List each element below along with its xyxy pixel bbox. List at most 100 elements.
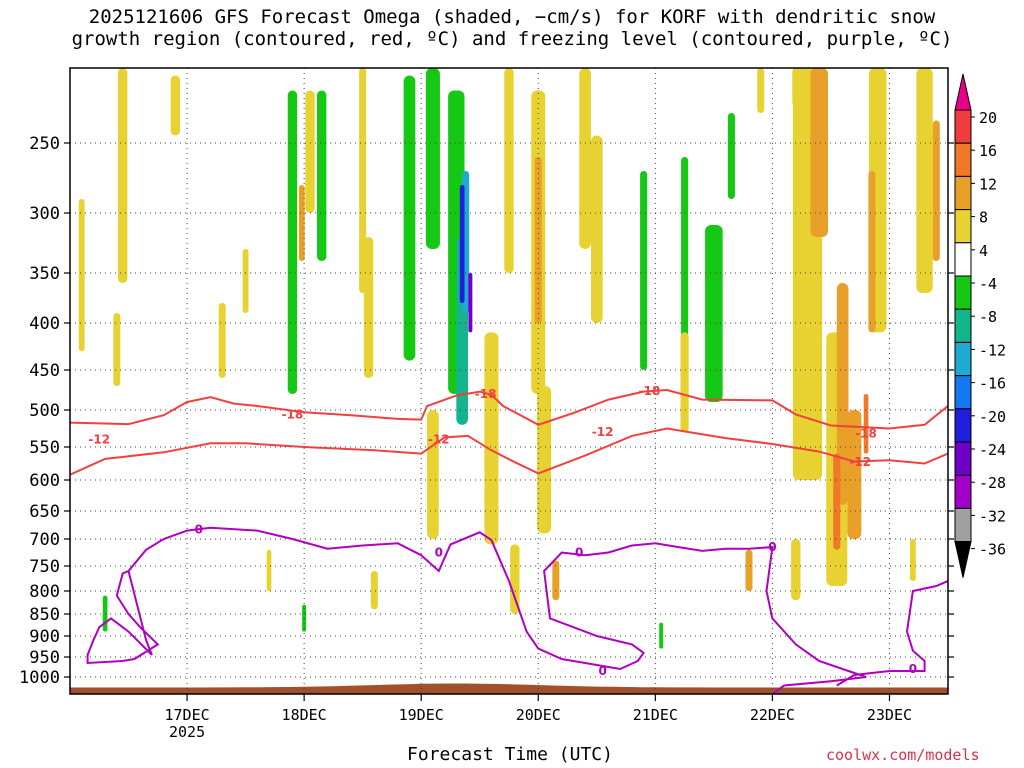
y-tick-label-11: 800	[29, 582, 60, 602]
contour-label-1-3: -12	[849, 455, 871, 469]
x-tick-label-1: 18DEC	[282, 706, 327, 724]
y-tick-label-0: 250	[29, 134, 60, 154]
contour-line-3	[836, 579, 948, 687]
contour-label-2-3: 0	[575, 546, 583, 560]
contour-label-0-3: -18	[855, 427, 877, 441]
colorbar-top-arrow	[954, 73, 972, 111]
omega-shade-12	[403, 75, 416, 361]
y-tick-label-6: 550	[29, 438, 60, 458]
x-tick-label-0: 17DEC	[164, 706, 209, 724]
colorbar-label-8: -16	[979, 375, 1006, 393]
omega-shade-24	[537, 386, 552, 534]
y-tick-label-14: 950	[29, 648, 60, 668]
colorbar-band-6	[954, 275, 972, 310]
credit-link[interactable]: coolwx.com/models	[826, 746, 980, 764]
omega-shade-8	[287, 90, 298, 394]
colorbar-band-7	[954, 308, 972, 343]
omega-shade-49	[510, 544, 520, 614]
contour-label-2-1: 0	[435, 546, 443, 560]
contour-label-2-2: 0	[598, 664, 606, 678]
colorbar-label-0: 20	[979, 109, 997, 127]
y-tick-label-10: 750	[29, 557, 60, 577]
colorbar-band-1	[954, 109, 972, 144]
y-tick-label-7: 600	[29, 471, 60, 491]
colorbar-label-10: -24	[979, 441, 1006, 459]
colorbar-label-6: -8	[979, 308, 997, 326]
omega-shade-31	[727, 113, 735, 199]
colorbar-band-3	[954, 175, 972, 211]
omega-shade-26	[590, 135, 603, 323]
omega-shade-0	[78, 199, 85, 352]
omega-shade-3	[170, 75, 181, 136]
contour-label-1-1: -12	[428, 433, 450, 447]
x-tick-label-2: 19DEC	[399, 706, 444, 724]
contour-line-2	[86, 526, 867, 694]
omega-shade-6	[305, 90, 315, 213]
terrain-band	[70, 683, 948, 694]
omega-shade-7	[298, 185, 305, 261]
omega-shade-37	[836, 283, 849, 505]
contour-label-0-2: -18	[639, 384, 661, 398]
omega-shade-17	[459, 185, 465, 303]
y-tick-label-12: 850	[29, 605, 60, 625]
contour-label-2-4: 0	[768, 540, 776, 554]
colorbar-label-5: -4	[979, 275, 997, 293]
contour-label-2-0: 0	[195, 522, 203, 536]
omega-shade-38	[847, 410, 862, 539]
omega-shade-44	[932, 120, 940, 261]
omega-shade-18	[468, 273, 473, 333]
x-tick-label-3: 20DEC	[516, 706, 561, 724]
colorbar-band-10	[954, 408, 972, 443]
omega-shade-23	[534, 157, 542, 323]
omega-shade-32	[757, 68, 765, 113]
y-tick-label-15: 1000	[19, 668, 60, 688]
omega-shade-1	[117, 68, 128, 283]
omega-shade-48	[791, 539, 801, 601]
x-tick-label-6: 23DEC	[867, 706, 912, 724]
colorbar-label-9: -20	[979, 408, 1006, 426]
omega-shade-29	[705, 225, 723, 402]
omega-shade-20	[484, 332, 499, 545]
contour-label-0-0: -18	[282, 407, 304, 421]
y-tick-label-13: 900	[29, 627, 60, 647]
omega-shade-39	[863, 394, 869, 454]
colorbar-label-4: 4	[979, 242, 988, 260]
contour-label-2-5: 0	[909, 662, 917, 676]
omega-shade-55	[659, 622, 664, 649]
plot-frame	[69, 67, 949, 695]
colorbar-band-12	[954, 474, 972, 509]
omega-shade-10	[359, 68, 367, 293]
colorbar-label-3: 8	[979, 209, 988, 227]
omega-shade-25	[579, 68, 591, 249]
colorbar-band-5	[954, 242, 972, 277]
y-tick-label-8: 650	[29, 502, 60, 522]
colorbar-band-11	[954, 441, 972, 476]
colorbar-bottom-arrow	[954, 541, 972, 578]
colorbar-band-13	[954, 507, 972, 543]
x-tick-label-4: 21DEC	[633, 706, 678, 724]
colorbar-label-12: -32	[979, 507, 1006, 525]
omega-shade-5	[242, 249, 249, 313]
omega-shade-13	[425, 68, 440, 249]
omega-shade-42	[868, 171, 876, 333]
omega-shade-40	[833, 453, 841, 550]
colorbar-band-2	[954, 142, 972, 177]
colorbar-label-13: -36	[979, 541, 1006, 559]
omega-shade-51	[370, 571, 378, 610]
x-tick-label-5: 22DEC	[750, 706, 795, 724]
title-line-2: growth region (contoured, red, ºC) and f…	[71, 28, 953, 50]
y-tick-label-1: 300	[29, 204, 60, 224]
x-tick-sublabel-0: 2025	[169, 723, 205, 741]
omega-shade-4	[218, 303, 226, 378]
x-axis-label: Forecast Time (UTC)	[407, 744, 613, 765]
title-line-1: 2025121606 GFS Forecast Omega (shaded, −…	[88, 6, 936, 28]
colorbar-band-9	[954, 375, 972, 410]
y-tick-label-3: 400	[29, 314, 60, 334]
contour-line-0	[70, 388, 948, 430]
omega-shade-52	[266, 549, 272, 591]
chart-title: 2025121606 GFS Forecast Omega (shaded, −…	[0, 6, 1024, 50]
omega-shade-11	[363, 237, 374, 378]
contour-label-0-1: -18	[475, 387, 497, 401]
omega-shade-21	[504, 68, 514, 273]
colorbar-label-11: -28	[979, 474, 1006, 492]
